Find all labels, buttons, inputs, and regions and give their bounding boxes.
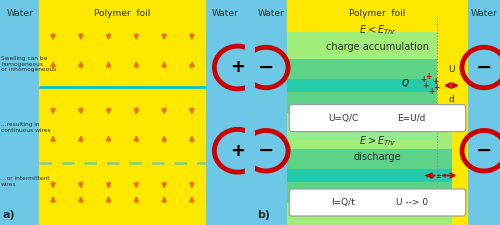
Text: U=Q/C: U=Q/C bbox=[328, 114, 358, 123]
Text: +: + bbox=[442, 173, 448, 178]
Text: I=Q/t: I=Q/t bbox=[332, 198, 355, 207]
Text: U: U bbox=[448, 65, 454, 74]
Text: $E > E_{Thr}$: $E > E_{Thr}$ bbox=[358, 134, 397, 148]
FancyBboxPatch shape bbox=[290, 105, 466, 132]
Text: U --> 0: U --> 0 bbox=[396, 198, 428, 207]
Text: ±: ± bbox=[436, 173, 442, 178]
Text: a): a) bbox=[2, 211, 15, 220]
Bar bbox=[287, 58, 438, 79]
Text: +: + bbox=[422, 81, 428, 90]
Text: −: − bbox=[258, 58, 274, 77]
Text: E=U/d: E=U/d bbox=[398, 114, 426, 123]
Text: +: + bbox=[426, 72, 432, 81]
Bar bbox=[287, 112, 438, 140]
Text: +: + bbox=[430, 173, 436, 178]
Text: +: + bbox=[433, 83, 439, 92]
FancyBboxPatch shape bbox=[290, 189, 466, 216]
Text: −: − bbox=[476, 141, 492, 160]
Text: +: + bbox=[230, 142, 245, 160]
Text: b): b) bbox=[258, 211, 270, 220]
Text: Swelling can be
homogeneous
or inhomogeneous: Swelling can be homogeneous or inhomogen… bbox=[1, 56, 56, 72]
Bar bbox=[287, 169, 452, 182]
Bar bbox=[287, 148, 452, 169]
Text: +: + bbox=[432, 76, 438, 86]
Text: +: + bbox=[448, 173, 454, 178]
Text: Water: Water bbox=[6, 9, 33, 18]
Text: Polymer  foil: Polymer foil bbox=[350, 9, 406, 18]
Text: ...resulting in
continuous wires: ...resulting in continuous wires bbox=[1, 122, 51, 133]
Bar bbox=[287, 122, 452, 148]
Bar bbox=[287, 79, 438, 92]
Text: −: − bbox=[258, 141, 274, 160]
Bar bbox=[287, 202, 452, 225]
Text: +: + bbox=[424, 173, 429, 178]
Text: Water: Water bbox=[470, 9, 498, 18]
Text: d: d bbox=[448, 94, 454, 104]
Text: Water: Water bbox=[258, 9, 284, 18]
Text: discharge: discharge bbox=[354, 152, 402, 162]
Bar bbox=[287, 32, 438, 58]
Text: Polymer  foil: Polymer foil bbox=[94, 9, 150, 18]
Bar bbox=[287, 182, 452, 202]
Text: +: + bbox=[230, 58, 245, 76]
Text: $E < E_{Thr}$: $E < E_{Thr}$ bbox=[358, 24, 397, 37]
Text: Q: Q bbox=[402, 79, 409, 88]
Text: +: + bbox=[420, 75, 427, 84]
Text: −: − bbox=[476, 58, 492, 77]
Text: charge accumulation: charge accumulation bbox=[326, 42, 429, 52]
Text: Water: Water bbox=[212, 9, 239, 18]
Text: +: + bbox=[428, 87, 434, 96]
Bar bbox=[287, 0, 468, 225]
Bar bbox=[287, 92, 438, 112]
Bar bbox=[39, 0, 206, 225]
Text: ...or intermittent
wires: ...or intermittent wires bbox=[1, 176, 50, 187]
